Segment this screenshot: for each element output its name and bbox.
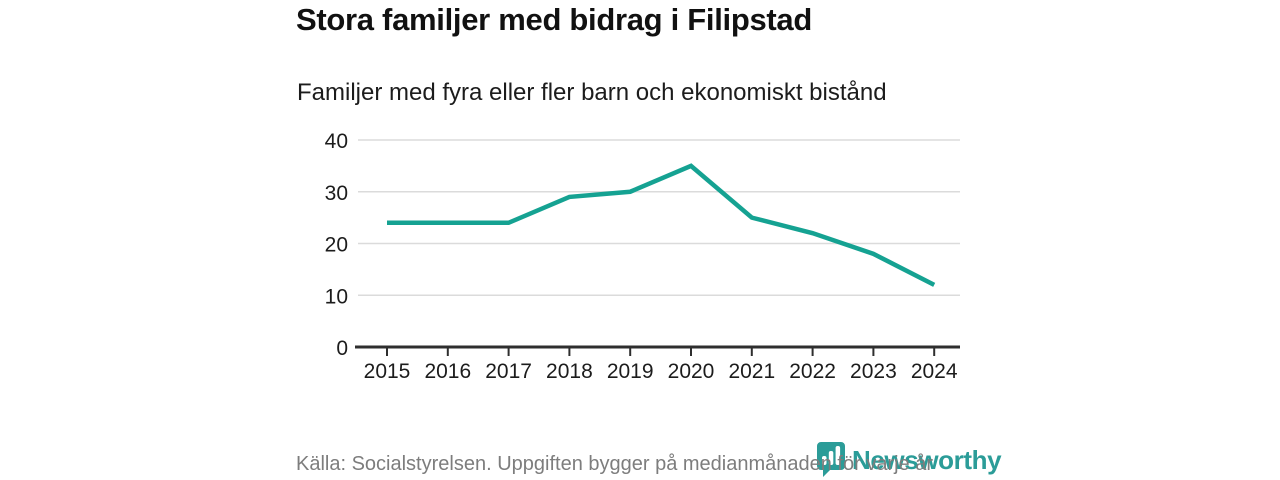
chart-subtitle: Familjer med fyra eller fler barn och ek… [297, 79, 887, 106]
newsworthy-logo: Newsworthy [816, 441, 1002, 478]
newsworthy-logo-text: Newsworthy [852, 445, 1002, 475]
y-axis-label: 10 [325, 285, 348, 308]
line-chart: 0 10 20 30 40 2015 2016 2017 2018 2019 2020 2021 202… [300, 120, 990, 395]
source-text: Källa: Socialstyrelsen. Uppgiften bygger… [296, 453, 934, 475]
y-axis-label: 30 [325, 182, 348, 205]
x-axis-label: 2023 [850, 360, 897, 383]
y-axis-label: 20 [325, 234, 348, 257]
x-axis-label: 2020 [668, 360, 715, 383]
line-chart-canvas: 0 10 20 30 40 2015 2016 2017 2018 2019 2020 2021 202… [325, 130, 960, 383]
x-axis-label: 2018 [546, 360, 593, 383]
x-axis-label: 2017 [485, 360, 532, 383]
page-title: Stora familjer med bidrag i Filipstad [296, 2, 813, 37]
x-axis-label: 2019 [607, 360, 654, 383]
x-axis-label: 2024 [911, 360, 958, 383]
y-axis-label: 40 [325, 130, 348, 153]
bar-chart-badge-icon [817, 442, 845, 477]
x-axis-label: 2022 [789, 360, 836, 383]
data-line [387, 163, 936, 287]
x-axis-label: 2016 [424, 360, 471, 383]
x-axis-label: 2021 [728, 360, 775, 383]
x-axis-label: 2015 [364, 360, 411, 383]
y-axis-label: 0 [336, 337, 348, 360]
